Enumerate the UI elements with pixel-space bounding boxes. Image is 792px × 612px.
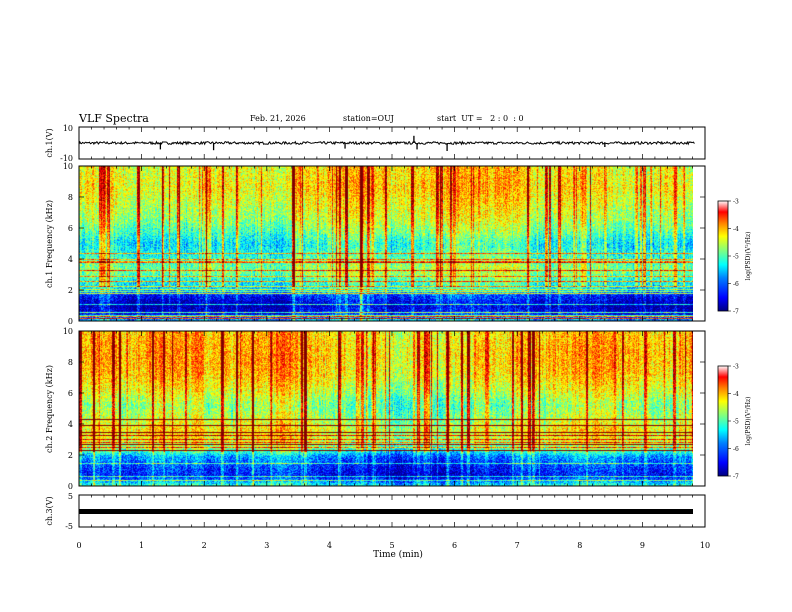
ch2-spectrogram-panel: 0 2 4 6 8 10 ch.2 Frequency (kHz) [45, 327, 706, 491]
start-time-label: start UT = 2 : 0 : 0 [437, 114, 524, 123]
ch1-cbar-tick--6: -6 [733, 281, 739, 288]
ch1-ytick-6: 6 [68, 224, 73, 233]
ch1-ytick-top: 10 [63, 124, 73, 133]
ch3-trace [79, 509, 693, 514]
ch1-colorbar-label: log(PSD)(V²/Hz) [745, 232, 752, 281]
ch3-ytick-bottom: -5 [65, 522, 73, 531]
ch2-ytick-2: 2 [68, 451, 73, 460]
ch2-spec-ylabel: ch.2 Frequency (kHz) [45, 365, 54, 453]
ch2-colorbar-gradient [717, 365, 729, 477]
ch2-cbar-tick--6: -6 [733, 446, 739, 453]
x-tick-marks [78, 127, 706, 527]
ch2-cbar-tick--3: -3 [733, 364, 739, 371]
ch2-cbar-tick--7: -7 [733, 474, 739, 481]
ch2-cbar-tick--5: -5 [733, 419, 739, 426]
x-tick-label-0: 0 [76, 541, 81, 550]
ch1-cbar-tick--7: -7 [733, 309, 739, 316]
ch1-colorbar-gradient [717, 200, 729, 312]
ch1-ytick-2: 2 [68, 286, 73, 295]
x-tick-labels: 0 1 2 3 4 5 6 7 8 9 10 [76, 541, 710, 550]
ch1-spectrogram-panel: 0 2 4 6 8 10 ch.1 Frequency (kHz) [45, 162, 706, 326]
ch1-spectrogram-image [79, 166, 693, 321]
x-axis-label: Time (min) [373, 549, 423, 560]
x-tick-label-4: 4 [327, 541, 332, 550]
x-tick-label-5: 5 [389, 541, 394, 550]
ch1-cbar-tick--4: -4 [733, 226, 739, 233]
ch1-ytick-bottom: -10 [60, 154, 73, 163]
date-label: Feb. 21, 2026 [250, 114, 306, 123]
chart-title: VLF Spectra [79, 112, 149, 125]
x-tick-label-8: 8 [577, 541, 582, 550]
ch1-cbar-tick--5: -5 [733, 254, 739, 261]
ch1-ytick-4: 4 [68, 255, 73, 264]
ch2-ytick-4: 4 [68, 420, 73, 429]
ch2-ytick-0: 0 [68, 482, 73, 491]
ch2-spectrogram-image [79, 331, 693, 486]
ch1-spec-ylabel: ch.1 Frequency (kHz) [45, 200, 54, 288]
ch2-ytick-6: 6 [68, 389, 73, 398]
x-tick-label-3: 3 [264, 541, 269, 550]
x-tick-label-10: 10 [700, 541, 710, 550]
x-tick-label-2: 2 [202, 541, 207, 550]
ch1-trace [78, 140, 695, 146]
ch1-ytick-10: 10 [63, 162, 73, 171]
x-tick-label-9: 9 [640, 541, 645, 550]
ch1-waveform-panel: 10 -10 ch.1(V) [45, 124, 706, 163]
x-tick-label-1: 1 [139, 541, 144, 550]
ch1-colorbar: -3 -4 -5 -6 -7 log(PSD)(V²/Hz) [717, 199, 752, 316]
ch3-waveform-panel: 5 -5 ch.3(V) [45, 492, 706, 531]
x-tick-label-6: 6 [452, 541, 457, 550]
ch1-ylabel: ch.1(V) [45, 128, 54, 157]
ch1-ytick-8: 8 [68, 193, 73, 202]
ch2-colorbar: -3 -4 -5 -6 -7 log(PSD)(V²/Hz) [717, 364, 752, 481]
ch2-ytick-10: 10 [63, 327, 73, 336]
ch2-ytick-8: 8 [68, 358, 73, 367]
station-label: station=OUJ [343, 114, 394, 123]
x-tick-label-7: 7 [515, 541, 520, 550]
ch3-ytick-top: 5 [68, 492, 73, 501]
ch2-cbar-tick--4: -4 [733, 391, 739, 398]
ch2-colorbar-label: log(PSD)(V²/Hz) [745, 397, 752, 446]
ch3-ylabel: ch.3(V) [45, 496, 54, 525]
ch1-ytick-0: 0 [68, 317, 73, 326]
ch1-cbar-tick--3: -3 [733, 199, 739, 206]
